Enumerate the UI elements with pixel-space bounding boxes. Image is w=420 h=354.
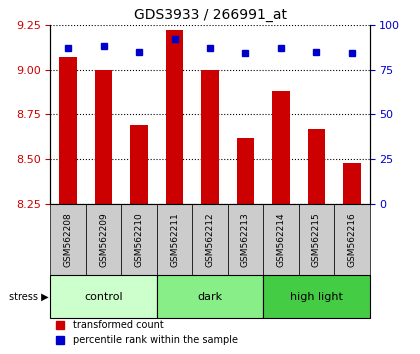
Bar xyxy=(130,125,148,204)
Bar xyxy=(165,30,184,204)
FancyBboxPatch shape xyxy=(263,275,370,318)
Text: GSM562212: GSM562212 xyxy=(205,212,215,267)
Bar xyxy=(201,69,219,204)
Text: percentile rank within the sample: percentile rank within the sample xyxy=(73,335,238,345)
FancyBboxPatch shape xyxy=(157,275,263,318)
Bar xyxy=(343,162,361,204)
FancyBboxPatch shape xyxy=(299,204,334,275)
FancyBboxPatch shape xyxy=(121,204,157,275)
Text: GSM562208: GSM562208 xyxy=(64,212,73,267)
Bar xyxy=(272,91,290,204)
Bar xyxy=(307,129,325,204)
FancyBboxPatch shape xyxy=(263,204,299,275)
Text: GSM562210: GSM562210 xyxy=(134,212,144,267)
FancyBboxPatch shape xyxy=(157,204,192,275)
Text: dark: dark xyxy=(197,292,223,302)
FancyBboxPatch shape xyxy=(192,204,228,275)
Bar xyxy=(59,57,77,204)
Text: stress ▶: stress ▶ xyxy=(9,292,49,302)
Bar xyxy=(95,69,113,204)
FancyBboxPatch shape xyxy=(50,275,157,318)
Text: GSM562215: GSM562215 xyxy=(312,212,321,267)
Text: control: control xyxy=(84,292,123,302)
FancyBboxPatch shape xyxy=(334,204,370,275)
Text: GSM562209: GSM562209 xyxy=(99,212,108,267)
Title: GDS3933 / 266991_at: GDS3933 / 266991_at xyxy=(134,8,286,22)
Bar xyxy=(236,138,255,204)
Text: high light: high light xyxy=(290,292,343,302)
Text: GSM562214: GSM562214 xyxy=(276,212,286,267)
FancyBboxPatch shape xyxy=(86,204,121,275)
Text: GSM562211: GSM562211 xyxy=(170,212,179,267)
FancyBboxPatch shape xyxy=(228,204,263,275)
Text: GSM562213: GSM562213 xyxy=(241,212,250,267)
FancyBboxPatch shape xyxy=(50,204,86,275)
Text: GSM562216: GSM562216 xyxy=(347,212,356,267)
Text: transformed count: transformed count xyxy=(73,320,163,330)
